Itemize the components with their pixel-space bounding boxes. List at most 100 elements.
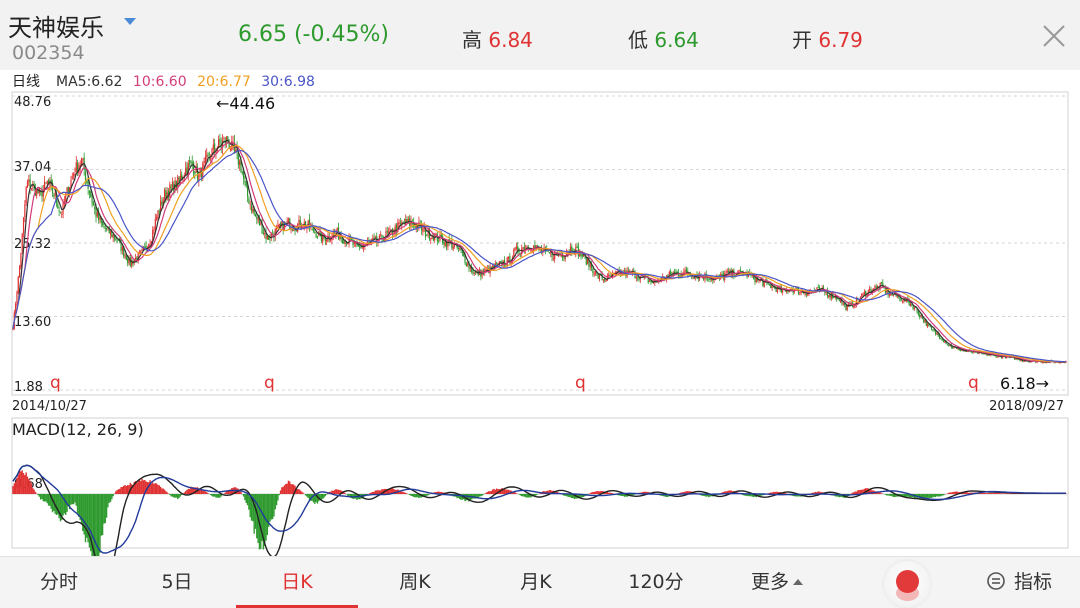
- candle-body: [933, 329, 935, 331]
- candle-body: [507, 256, 510, 259]
- candle-body: [552, 258, 554, 260]
- candle-body: [55, 192, 58, 203]
- candle-body: [257, 218, 259, 221]
- candle-body: [53, 195, 55, 197]
- candle-body: [243, 171, 245, 179]
- chart-area[interactable]: 日线 MA5:6.62 10:6.60 20:6.77 30:6.98 48.7…: [0, 70, 1080, 556]
- candle-body: [938, 334, 941, 339]
- candle-body: [103, 226, 105, 228]
- candle-body: [246, 184, 249, 197]
- candle-body: [71, 176, 73, 179]
- dropdown-triangle-icon[interactable]: [124, 18, 136, 25]
- macd-lines: [12, 464, 1066, 556]
- candle-body: [606, 275, 608, 281]
- candle-body: [136, 257, 138, 261]
- candle-body: [693, 276, 695, 279]
- candle-body: [738, 270, 740, 272]
- candle-body: [278, 223, 280, 227]
- candle-body: [286, 221, 288, 223]
- candle-body: [447, 239, 449, 248]
- candle-body: [799, 292, 801, 294]
- candle-body: [214, 143, 216, 151]
- indicator-button[interactable]: 指标: [986, 557, 1052, 608]
- candle-body: [517, 246, 519, 253]
- candle-body: [291, 229, 293, 231]
- candle-body: [438, 240, 440, 242]
- tab-daily-k[interactable]: 日K: [281, 571, 313, 593]
- candle-body: [590, 264, 593, 269]
- candle-body: [842, 303, 844, 305]
- candle-body: [254, 214, 257, 216]
- tab-weekly-k[interactable]: 周K: [399, 571, 431, 593]
- candle-body: [849, 303, 851, 305]
- candle-body: [712, 278, 714, 281]
- candle-body: [978, 351, 980, 354]
- candle-body: [828, 295, 830, 298]
- candle-body: [867, 290, 869, 295]
- candle-body: [492, 265, 494, 268]
- candle-body: [684, 270, 686, 273]
- candle-body: [875, 286, 877, 288]
- candle-body: [944, 341, 946, 343]
- tab-intraday[interactable]: 分时: [39, 571, 78, 593]
- candle-body: [966, 351, 968, 353]
- close-icon[interactable]: [1040, 22, 1068, 50]
- candle-body: [1020, 359, 1022, 361]
- candle-body: [170, 186, 172, 188]
- candle-body: [46, 180, 48, 185]
- candle-body: [115, 239, 117, 241]
- candle-body: [1021, 360, 1024, 362]
- candle-body: [79, 164, 81, 167]
- candle-body: [825, 291, 827, 293]
- candle-body: [472, 270, 474, 274]
- y-tick-label: 37.04: [14, 160, 51, 175]
- candle-body: [279, 223, 282, 226]
- tab-more[interactable]: 更多: [712, 557, 842, 608]
- candle-body: [679, 275, 681, 277]
- candle-body: [374, 237, 377, 239]
- stock-name[interactable]: 天神娱乐: [8, 14, 104, 42]
- record-button[interactable]: [884, 561, 930, 607]
- candle-body: [896, 296, 898, 298]
- candle-body: [49, 181, 51, 186]
- candle-body: [332, 232, 334, 238]
- stock-chart[interactable]: 日线 MA5:6.62 10:6.60 20:6.77 30:6.98 48.7…: [0, 70, 1080, 556]
- q-marker: q: [264, 373, 275, 393]
- candle-body: [882, 282, 884, 288]
- candle-body: [937, 332, 939, 336]
- candle-body: [169, 184, 171, 198]
- candle-body: [776, 286, 778, 293]
- candle-body: [772, 286, 775, 288]
- candle-body: [915, 307, 917, 309]
- low-stat: 低 6.64: [628, 24, 699, 53]
- candle-body: [594, 270, 597, 274]
- tab-5day[interactable]: 5日: [161, 571, 193, 593]
- candle-body: [901, 301, 904, 303]
- candle-body: [144, 246, 146, 248]
- candle-body: [921, 316, 923, 319]
- q-marker: q: [50, 373, 61, 393]
- candle-body: [833, 297, 835, 299]
- candle-body: [399, 222, 402, 224]
- candle-body: [203, 161, 205, 164]
- candle-body: [111, 231, 113, 238]
- candle-body: [360, 246, 362, 248]
- tab-120min[interactable]: 120分: [628, 571, 684, 593]
- candle-body: [957, 347, 959, 349]
- ma5-label: MA5:6.62: [56, 74, 122, 90]
- candle-body: [961, 349, 963, 351]
- tab-monthly-k[interactable]: 月K: [520, 571, 552, 593]
- candle-body: [500, 260, 502, 262]
- high-stat: 高 6.84: [462, 24, 533, 53]
- candle-body: [900, 299, 902, 301]
- candle-body: [353, 242, 355, 245]
- candle-body: [131, 261, 133, 266]
- candle-body: [160, 200, 162, 212]
- candle-body: [635, 277, 637, 279]
- candle-body: [637, 277, 639, 279]
- candle-body: [692, 277, 694, 279]
- candle-body: [134, 257, 137, 261]
- candle-body: [121, 247, 123, 251]
- candle-body: [899, 296, 901, 301]
- candle-body: [266, 236, 268, 240]
